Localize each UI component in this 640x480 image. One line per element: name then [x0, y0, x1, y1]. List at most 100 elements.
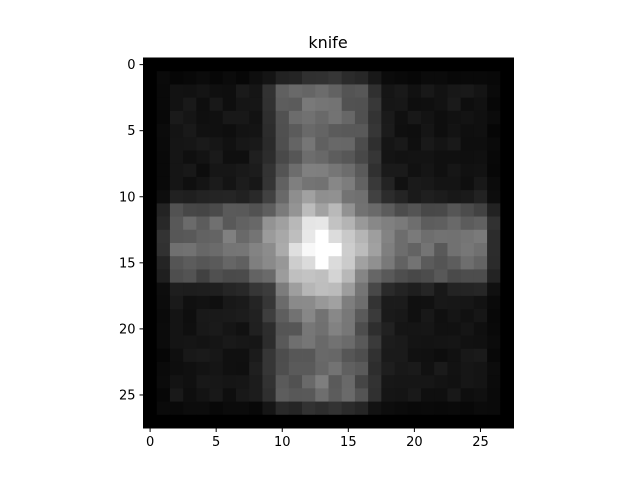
heatmap-cell	[302, 58, 316, 72]
heatmap-cell	[447, 388, 461, 402]
heatmap-cell	[210, 269, 224, 283]
heatmap-cell	[249, 322, 263, 336]
heatmap-cell	[210, 151, 224, 165]
heatmap-cell	[487, 111, 501, 125]
heatmap-cell	[236, 58, 250, 72]
heatmap-cell	[381, 217, 395, 231]
heatmap-cell	[170, 309, 184, 323]
heatmap-cell	[342, 71, 356, 85]
heatmap-cell	[315, 322, 329, 336]
heatmap-cell	[196, 336, 210, 350]
heatmap-cell	[434, 177, 448, 191]
heatmap-cell	[447, 164, 461, 178]
heatmap-cell	[144, 177, 158, 191]
heatmap-cell	[170, 203, 184, 217]
heatmap-cell	[262, 269, 276, 283]
heatmap-cell	[368, 203, 382, 217]
heatmap-cell	[196, 349, 210, 363]
heatmap-cell	[262, 296, 276, 310]
heatmap-cell	[170, 375, 184, 389]
y-tick-label: 0	[127, 58, 135, 73]
heatmap-cell	[408, 269, 422, 283]
heatmap-cell	[276, 283, 290, 297]
heatmap-cell	[144, 322, 158, 336]
heatmap-cell	[461, 336, 475, 350]
heatmap-cell	[487, 71, 501, 85]
heatmap-cell	[461, 164, 475, 178]
heatmap-cell	[223, 137, 237, 151]
heatmap-cell	[144, 137, 158, 151]
heatmap-cell	[262, 336, 276, 350]
heatmap-cell	[210, 137, 224, 151]
heatmap-cell	[302, 217, 316, 231]
heatmap-cell	[395, 164, 409, 178]
heatmap-cell	[315, 177, 329, 191]
heatmap-cell	[170, 256, 184, 270]
heatmap-cell	[210, 58, 224, 72]
heatmap-cell	[434, 296, 448, 310]
heatmap-cell	[381, 190, 395, 204]
heatmap-cell	[170, 177, 184, 191]
heatmap-cell	[210, 362, 224, 376]
heatmap-cell	[276, 230, 290, 244]
heatmap-cell	[355, 349, 369, 363]
heatmap-cell	[262, 415, 276, 429]
heatmap-cell	[262, 322, 276, 336]
heatmap-cell	[329, 111, 343, 125]
heatmap-cell	[236, 283, 250, 297]
heatmap-cell	[144, 98, 158, 112]
heatmap-cell	[434, 84, 448, 98]
heatmap-cell	[355, 111, 369, 125]
heatmap-cell	[144, 203, 158, 217]
heatmap-cell	[223, 230, 237, 244]
heatmap-cell	[355, 269, 369, 283]
heatmap-cell	[302, 84, 316, 98]
heatmap-cell	[157, 402, 171, 416]
heatmap-cell	[421, 71, 435, 85]
heatmap-cell	[249, 217, 263, 231]
heatmap-cell	[395, 336, 409, 350]
heatmap-cell	[236, 98, 250, 112]
heatmap-cell	[329, 124, 343, 138]
heatmap-cell	[474, 124, 488, 138]
heatmap-cell	[408, 349, 422, 363]
heatmap-cell	[434, 415, 448, 429]
heatmap-cell	[395, 402, 409, 416]
heatmap-cell	[500, 84, 514, 98]
heatmap-cell	[500, 217, 514, 231]
heatmap-cell	[183, 190, 197, 204]
heatmap-cell	[157, 388, 171, 402]
heatmap-cell	[342, 415, 356, 429]
heatmap-cell	[223, 203, 237, 217]
heatmap-cell	[342, 111, 356, 125]
heatmap-cell	[434, 203, 448, 217]
heatmap-cell	[500, 230, 514, 244]
heatmap-cell	[381, 349, 395, 363]
heatmap-cell	[355, 177, 369, 191]
heatmap-cell	[368, 151, 382, 165]
heatmap-cell	[408, 71, 422, 85]
heatmap-cell	[170, 336, 184, 350]
heatmap-cell	[170, 164, 184, 178]
heatmap-cell	[144, 151, 158, 165]
heatmap-cell	[276, 415, 290, 429]
heatmap-cell	[408, 362, 422, 376]
heatmap-cell	[223, 98, 237, 112]
heatmap-cell	[368, 362, 382, 376]
heatmap-cell	[249, 309, 263, 323]
heatmap-cell	[315, 71, 329, 85]
heatmap-cell	[302, 71, 316, 85]
heatmap-cell	[289, 71, 303, 85]
heatmap-cell	[421, 243, 435, 257]
heatmap-cell	[210, 243, 224, 257]
heatmap-cell	[315, 217, 329, 231]
heatmap-cell	[368, 137, 382, 151]
heatmap-cell	[262, 349, 276, 363]
heatmap-cell	[342, 164, 356, 178]
heatmap-cell	[196, 243, 210, 257]
heatmap-cell	[157, 362, 171, 376]
heatmap-cell	[236, 124, 250, 138]
heatmap-cell	[236, 336, 250, 350]
heatmap-cell	[474, 336, 488, 350]
heatmap-cell	[262, 309, 276, 323]
